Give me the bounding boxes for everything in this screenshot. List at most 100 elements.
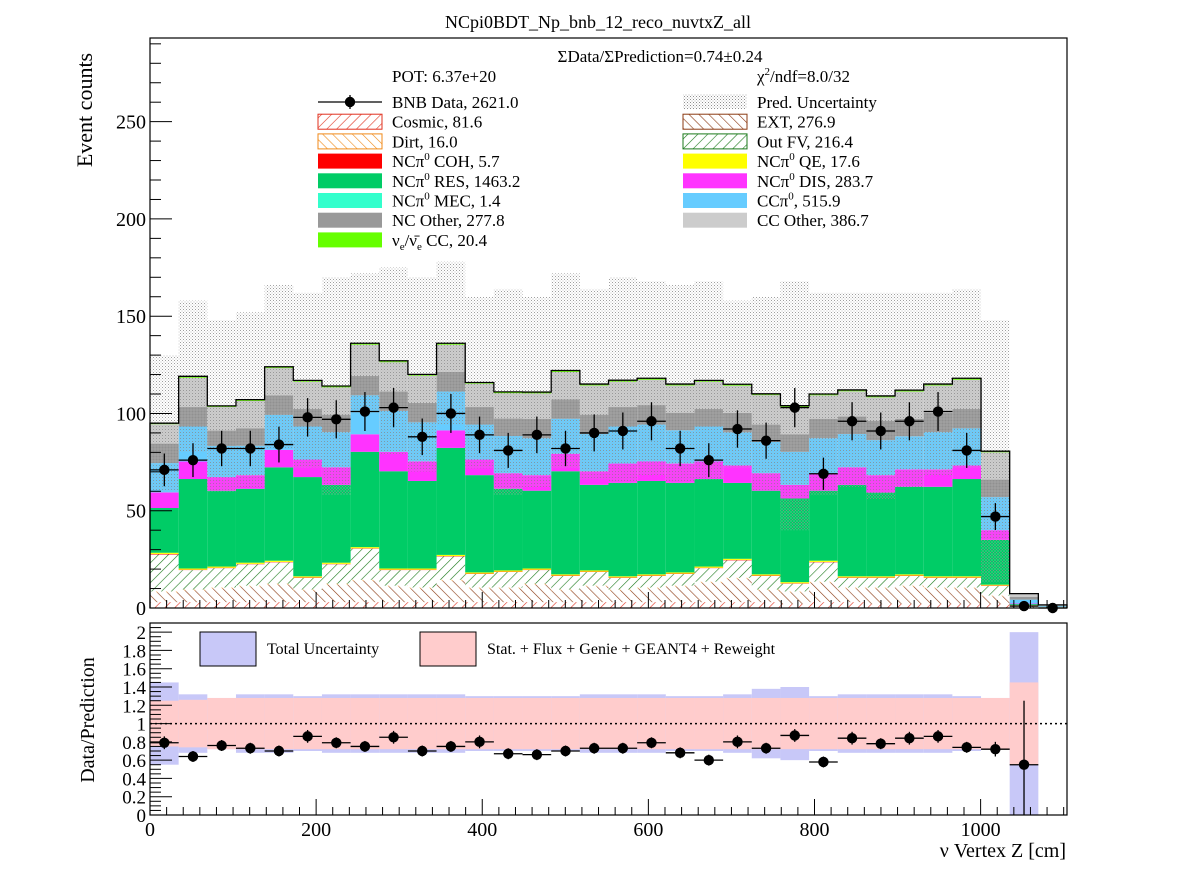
data-point-17 xyxy=(646,416,656,426)
bar-outfv-28 xyxy=(952,578,981,588)
bar-outfv-8 xyxy=(379,570,408,586)
bar-outfv-18 xyxy=(666,574,695,586)
ratio-point-13 xyxy=(532,749,542,759)
bar-outfv-26 xyxy=(895,576,924,586)
pot-text: POT: 6.37e+20 xyxy=(392,67,496,86)
bar-outfv-14 xyxy=(551,576,580,590)
legend-label-nue: νe/ν̄e CC, 20.4 xyxy=(392,231,488,253)
bar-res-26 xyxy=(895,487,924,575)
bar-dirt-19 xyxy=(694,582,723,583)
bar-cosmic-8 xyxy=(379,602,408,608)
band-stat-12 xyxy=(494,698,523,749)
x-tick-label-0: 0 xyxy=(145,819,155,841)
bar-res-25 xyxy=(866,493,895,577)
ratio-point-15 xyxy=(589,743,599,753)
legend-swatch-nue xyxy=(318,232,382,247)
legend-data-marker xyxy=(345,97,355,107)
bar-ext-21 xyxy=(752,590,781,602)
bar-dirt-28 xyxy=(952,588,981,589)
bar-qe-26 xyxy=(895,574,924,575)
bar-ext-16 xyxy=(609,590,638,602)
bar-dirt-17 xyxy=(637,588,666,589)
x-tick-label-800: 800 xyxy=(799,819,829,841)
bar-dirt-1 xyxy=(179,590,208,591)
bar-outfv-17 xyxy=(637,576,666,588)
bar-dirt-26 xyxy=(895,586,924,587)
bar-outfv-9 xyxy=(408,570,437,588)
ratio-point-26 xyxy=(904,733,914,743)
data-point-0 xyxy=(159,465,169,475)
bar-outfv-4 xyxy=(265,562,294,583)
ratio-y-tick-label-1: 0.2 xyxy=(122,788,146,809)
bar-cosmic-24 xyxy=(838,602,867,608)
data-point-20 xyxy=(732,424,742,434)
bar-ext-20 xyxy=(723,579,752,602)
bar-ext-29 xyxy=(981,596,1010,604)
y-tick-label-0: 0 xyxy=(136,598,146,620)
bar-outfv-5 xyxy=(293,578,322,590)
data-point-1 xyxy=(188,455,198,465)
bar-outfv-3 xyxy=(236,564,265,585)
bar-dis-0 xyxy=(150,492,179,508)
bar-dirt-18 xyxy=(666,586,695,587)
bar-res-20 xyxy=(723,483,752,559)
bar-outfv-25 xyxy=(866,578,895,588)
bar-qe-0 xyxy=(150,553,179,554)
ratio-point-27 xyxy=(933,731,943,741)
bar-cosmic-4 xyxy=(265,602,294,608)
ratio-point-18 xyxy=(675,748,685,758)
ratio-point-10 xyxy=(446,741,456,751)
band-stat-1 xyxy=(179,700,208,748)
legend-swatch-mec xyxy=(318,193,382,208)
legend-label-dis: NCπ0 DIS, 283.7 xyxy=(757,171,874,191)
bar-res-15 xyxy=(580,485,609,571)
bar-res-17 xyxy=(637,481,666,574)
bar-ext-2 xyxy=(207,589,236,603)
bar-ext-17 xyxy=(637,589,666,603)
ratio-y-tick-label-7: 1.4 xyxy=(122,678,146,699)
legend-label-data: BNB Data, 2621.0 xyxy=(392,93,519,112)
bar-ext-12 xyxy=(494,589,523,603)
ratio-point-16 xyxy=(618,743,628,753)
bar-dis-20 xyxy=(723,465,752,483)
bar-outfv-11 xyxy=(465,574,494,588)
y-tick-label-250: 250 xyxy=(116,112,146,134)
band-stat-4 xyxy=(265,698,294,749)
y-tick-label-200: 200 xyxy=(116,209,146,231)
bar-ext-7 xyxy=(351,581,380,602)
bar-dirt-3 xyxy=(236,586,265,587)
bar-res-13 xyxy=(523,491,552,569)
data-point-12 xyxy=(503,445,513,455)
bar-qe-24 xyxy=(838,576,867,577)
bar-cosmic-13 xyxy=(523,602,552,608)
bar-outfv-29 xyxy=(981,586,1010,596)
bar-res-16 xyxy=(609,483,638,576)
ratio-point-3 xyxy=(245,743,255,753)
bar-dirt-27 xyxy=(924,588,953,589)
bar-res-2 xyxy=(207,491,236,567)
bar-outfv-10 xyxy=(437,556,466,579)
legend-label-ccother: CC Other, 386.7 xyxy=(757,211,869,230)
legend-label-coh: NCπ0 COH, 5.7 xyxy=(392,151,500,171)
bar-res-10 xyxy=(437,448,466,555)
bar-cosmic-11 xyxy=(465,602,494,608)
legend-swatch-ccother xyxy=(683,213,747,228)
bar-cosmic-12 xyxy=(494,602,523,608)
data-prediction-ratio-text: ΣData/ΣPrediction=0.74±0.24 xyxy=(558,47,763,66)
bar-cosmic-19 xyxy=(694,602,723,608)
legend-swatch-ncother xyxy=(318,213,382,228)
x-tick-label-1000: 1000 xyxy=(961,819,1001,841)
data-point-4 xyxy=(274,439,284,449)
bar-ext-27 xyxy=(924,589,953,605)
data-point-10 xyxy=(446,408,456,418)
bar-ext-10 xyxy=(437,581,466,602)
data-point-18 xyxy=(675,443,685,453)
legend-swatch-qe xyxy=(683,154,747,169)
data-point-3 xyxy=(245,443,255,453)
legend-swatch-cosmic xyxy=(318,114,382,129)
ratio-point-12 xyxy=(503,749,513,759)
bar-res-9 xyxy=(408,481,437,569)
bar-res-27 xyxy=(924,487,953,576)
